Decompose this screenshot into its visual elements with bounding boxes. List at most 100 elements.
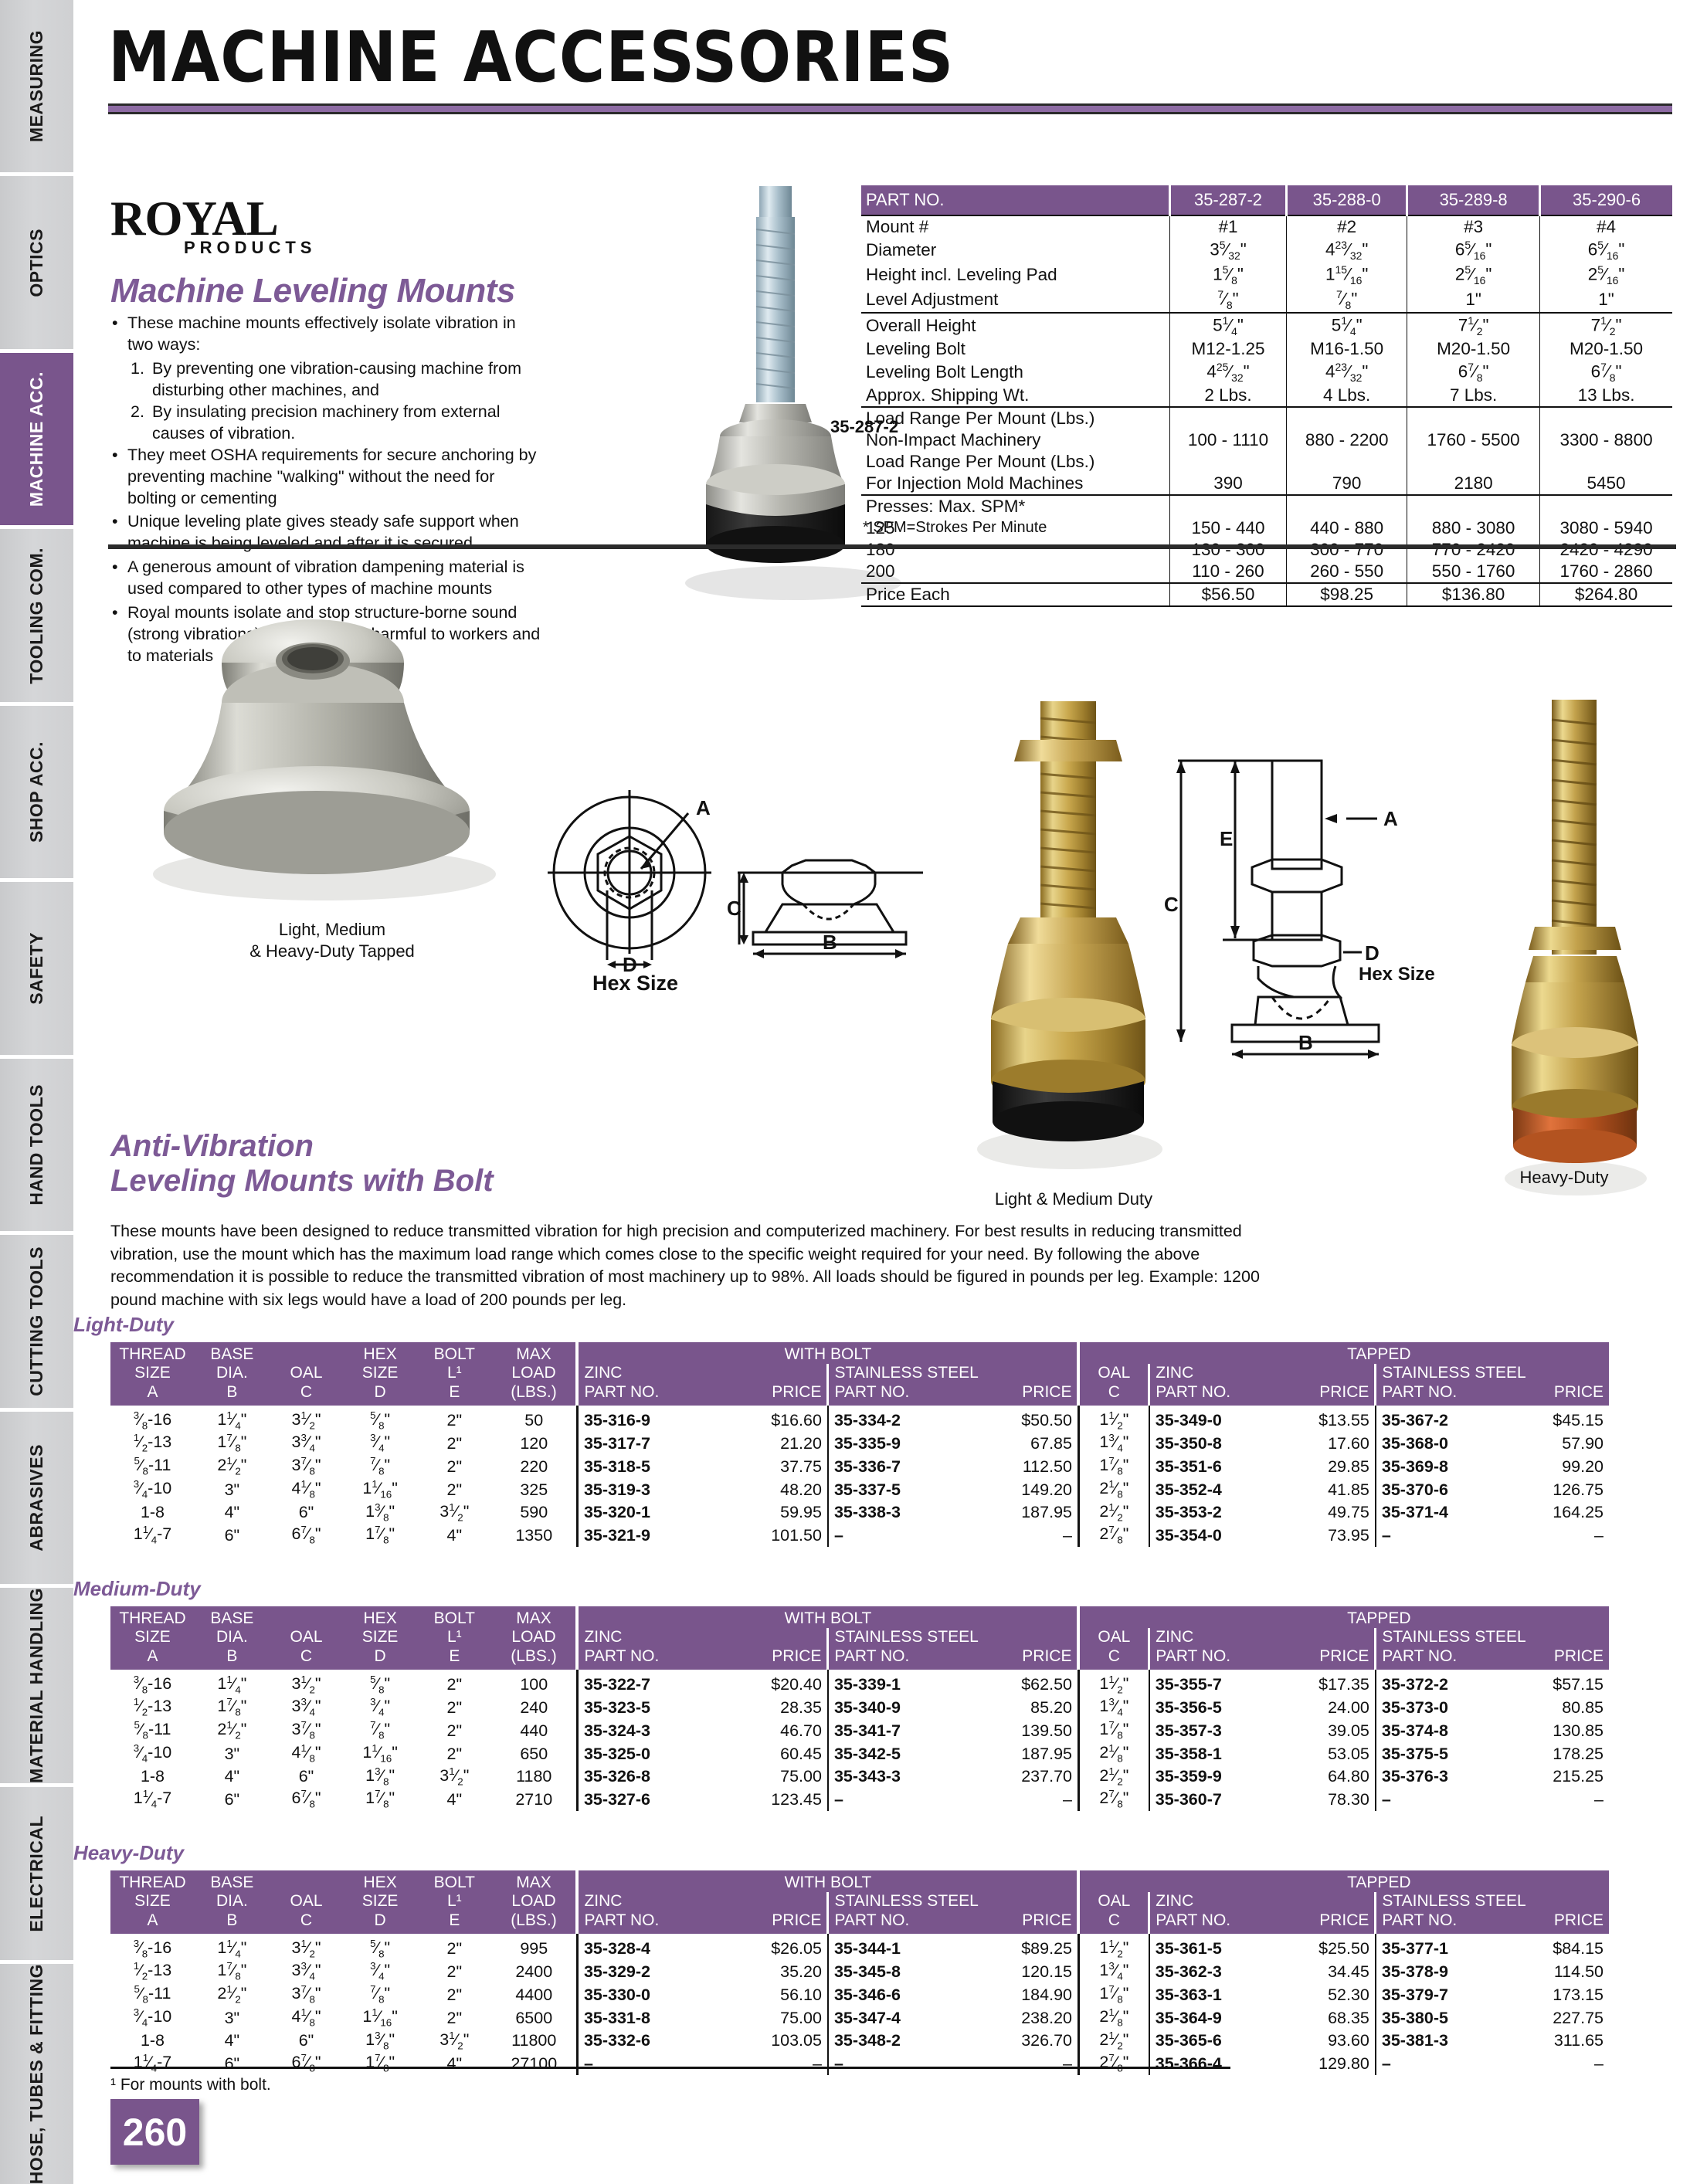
hex-size-label-2: Hex Size <box>1359 964 1435 985</box>
spec-table-row: 180 130 - 300 300 - 770 770 - 2420 2420 - 42… <box>861 539 1672 561</box>
anti-vibration-heading-line1: Anti-Vibration <box>110 1129 314 1163</box>
table-row: 5⁄8-11 21⁄2" 37⁄8" 7⁄8" 2" 4400 35-330-0 56.10 3… <box>110 1983 1609 2006</box>
cell-tapped-zinc-partno: 35-349-0 <box>1148 1405 1276 1433</box>
price-header-row-3: A B C D E (LBS.) PART NO. PRICE PART NO. PRICE C PA… <box>110 1382 1609 1406</box>
cell-zinc-partno: 35-320-1 <box>575 1501 711 1524</box>
sidebar-tab-material-handling[interactable]: MATERIAL HANDLING <box>0 1588 73 1784</box>
cell-tapped-zinc-price: 68.35 <box>1328 2008 1369 2027</box>
col-tapped-zinc-price: PRICE <box>1275 1382 1376 1406</box>
cell-tapped-ss-price: $45.15 <box>1553 1411 1603 1430</box>
col-oal-spacer <box>269 1342 344 1365</box>
cell-tapped-oal: 17⁄8" <box>1077 1719 1149 1742</box>
spec-cell-2: 7⁄8" <box>1286 287 1407 314</box>
cell-base-dia: 6" <box>224 2054 240 2073</box>
sidebar-tab-shop-acc[interactable]: SHOP ACC. <box>0 705 73 879</box>
cell-tapped-ss-price: – <box>1594 1790 1603 1809</box>
cell-ss-price: 112.50 <box>1022 1457 1072 1476</box>
cell-tapped-ss-partno: 35-375-5 <box>1374 1741 1506 1765</box>
cell-hex-size: 13⁄8" <box>365 1501 395 1524</box>
cell-base-dia: 21⁄2" <box>217 1719 247 1741</box>
table-row: 3⁄4-10 3" 41⁄8" 11⁄16" 2" 6500 35-331-8 75.00 35… <box>110 2006 1609 2030</box>
col-thread-size: THREAD <box>110 1606 195 1629</box>
cell-tapped-zinc-partno: 35-356-5 <box>1148 1696 1276 1720</box>
col-max-load: MAX <box>491 1342 578 1365</box>
cell-bolt-l: 2" <box>446 1985 463 2004</box>
cell-ss-price: 120.15 <box>1021 1962 1072 1982</box>
sidebar-tab-safety[interactable]: SAFETY <box>0 882 73 1055</box>
sidebar-tab-abrasives[interactable]: ABRASIVES <box>0 1411 73 1585</box>
spec-cell-4: 1" <box>1539 287 1672 314</box>
cell-tapped-ss-partno: 35-371-4 <box>1374 1501 1506 1524</box>
sidebar-tab-tooling-com[interactable]: TOOLING COM. <box>0 529 73 702</box>
cell-base-dia: 6" <box>224 1790 240 1809</box>
sidebar-tab-optics[interactable]: OPTICS <box>0 176 73 349</box>
col-base-dia-2: DIA. <box>194 1628 270 1647</box>
cell-zinc-partno: 35-330-0 <box>575 1983 711 2006</box>
sidebar-tab-label: CUTTING TOOLS <box>26 1246 46 1397</box>
cell-ss-partno: – <box>826 1524 969 1547</box>
col-hex-size-2: SIZE <box>343 1364 418 1383</box>
col-tapped-zinc: ZINC <box>1148 1364 1376 1383</box>
cell-tapped-ss-partno: 35-373-0 <box>1374 1696 1506 1720</box>
cell-zinc-partno: 35-326-8 <box>575 1765 711 1789</box>
bullet-dot-icon: • <box>112 558 118 577</box>
cell-tapped-ss-price: 99.20 <box>1562 1457 1603 1476</box>
spec-cell-3: 2180 <box>1407 473 1540 496</box>
feature-bullet: • Royal mounts isolate and stop structure… <box>112 602 545 667</box>
col-group-with-bolt: WITH BOLT <box>575 1606 1079 1629</box>
cell-tapped-oal: 11⁄2" <box>1077 1669 1149 1697</box>
spec-row-label: For Injection Mold Machines <box>861 473 1170 496</box>
cell-tapped-zinc-price: 64.80 <box>1328 1767 1369 1786</box>
cell-thread-size: 1⁄2-13 <box>133 1960 172 1982</box>
cell-zinc-price: 37.75 <box>780 1457 822 1476</box>
cell-tapped-zinc-partno: 35-358-1 <box>1148 1741 1276 1765</box>
col-zinc-partno: PART NO. <box>575 1646 711 1670</box>
col-tapped-zinc-price: PRICE <box>1275 1911 1376 1934</box>
numbered-item: 2. By insulating precision machinery from… <box>131 402 545 445</box>
cell-tapped-oal: 21⁄2" <box>1077 2029 1149 2053</box>
col-ss-price: PRICE <box>968 1911 1079 1934</box>
spec-table-row: Overall Height 51⁄4" 51⁄4" 71⁄2" 71⁄2" <box>861 313 1672 338</box>
col-bolt-l-2: L¹ <box>417 1628 492 1647</box>
spec-cell-4 <box>1539 495 1672 517</box>
cell-tapped-ss-partno: 35-378-9 <box>1374 1960 1506 1984</box>
cell-ss-price: $50.50 <box>1021 1411 1072 1430</box>
table-row: 1-8 4" 6" 13⁄8" 31⁄2" 1180 35-326-8 75.00 35-343… <box>110 1765 1609 1789</box>
cell-ss-partno: 35-345-8 <box>826 1960 969 1984</box>
spec-cell-4 <box>1539 407 1672 429</box>
cell-zinc-partno: 35-329-2 <box>575 1960 711 1984</box>
spec-cell-4: #4 <box>1539 215 1672 238</box>
cell-oal: 41⁄8" <box>291 2006 321 2029</box>
sidebar-tab-electrical[interactable]: ELECTRICAL <box>0 1787 73 1960</box>
sidebar-tab-label: ELECTRICAL <box>26 1815 46 1932</box>
cell-max-load: 440 <box>520 1721 548 1740</box>
col-base-dia: BASE <box>194 1606 270 1629</box>
cell-oal: 31⁄2" <box>291 1409 321 1432</box>
col-zinc: ZINC <box>575 1628 828 1647</box>
sidebar-tab-cutting-tools[interactable]: CUTTING TOOLS <box>0 1235 73 1408</box>
sidebar-tab-measuring[interactable]: MEASURING <box>0 0 73 173</box>
cell-zinc-price: 101.50 <box>771 1526 822 1545</box>
col-stainless: STAINLESS STEEL <box>826 1892 1079 1911</box>
col-tapped-ss-partno: PART NO. <box>1374 1646 1506 1670</box>
spec-cell-4: 3300 - 8800 <box>1539 429 1672 451</box>
col-oal-spacer <box>269 1606 344 1629</box>
cell-base-dia: 11⁄4" <box>217 1673 247 1696</box>
spec-row-label: Overall Height <box>866 316 976 335</box>
sidebar-tab-hose-tubes-fitting[interactable]: HOSE, TUBES & FITTING <box>0 1963 73 2184</box>
cell-zinc-price: 103.05 <box>771 2031 822 2050</box>
spec-table-row: For Injection Mold Machines 390 790 2180 545… <box>861 473 1672 496</box>
table-footnote: ¹ For mounts with bolt. <box>110 2076 271 2094</box>
spec-cell-3: 25⁄16" <box>1407 263 1540 287</box>
cell-bolt-l: 31⁄2" <box>439 1501 470 1524</box>
category-sidebar: MEASURING OPTICS MACHINE ACC. TOOLING COM. S… <box>0 0 73 2184</box>
sidebar-tab-hand-tools[interactable]: HAND TOOLS <box>0 1058 73 1232</box>
cell-thread-size: 1-8 <box>140 2031 165 2050</box>
cell-ss-partno: 35-338-3 <box>826 1501 969 1524</box>
cell-ss-price: $62.50 <box>1021 1675 1072 1694</box>
col-tapped-ss-partno: PART NO. <box>1374 1382 1506 1406</box>
sidebar-tab-machine-acc[interactable]: MACHINE ACC. <box>0 352 73 526</box>
cell-ss-price: 139.50 <box>1021 1721 1072 1740</box>
logo-products-text: PRODUCTS <box>184 237 317 257</box>
cell-zinc-price: 123.45 <box>771 1790 822 1809</box>
